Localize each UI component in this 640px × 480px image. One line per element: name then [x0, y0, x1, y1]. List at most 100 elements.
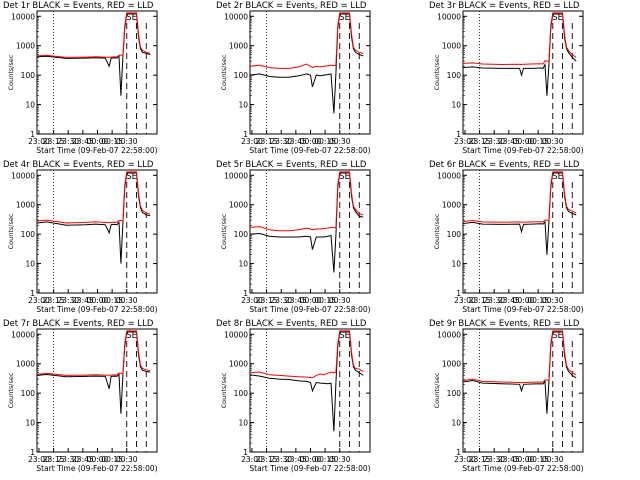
chart-annotation: SE [552, 172, 563, 182]
x-tick-label: 00:15 [314, 137, 336, 146]
y-tick-label: 10 [238, 260, 248, 269]
x-tick-label: 23:30 [57, 455, 79, 464]
chart-annotation: SE [126, 13, 137, 23]
x-tick-label: 00:15 [101, 455, 123, 464]
y-tick-label: 10000 [11, 12, 35, 21]
x-tick-label: 00:30 [116, 296, 138, 305]
y-tick-label: 1 [456, 448, 461, 457]
y-tick-label: 10000 [437, 12, 461, 21]
x-tick-label: 23:15 [469, 296, 491, 305]
x-tick-label: 00:00 [300, 296, 322, 305]
chart-title: Det 3r BLACK = Events, RED = LLD [429, 1, 580, 11]
x-axis-label: Start Time (09-Feb-07 22:58:00) [249, 146, 370, 155]
x-tick-label: 23:30 [57, 296, 79, 305]
y-tick-label: 1000 [229, 201, 248, 210]
x-tick-label: 00:15 [101, 296, 123, 305]
y-tick-label: 1000 [442, 42, 461, 51]
x-tick-label: 23:00 [241, 455, 263, 464]
x-tick-label: 23:30 [270, 137, 292, 146]
x-tick-label: 00:00 [513, 296, 535, 305]
x-tick-label: 23:15 [43, 137, 65, 146]
y-tick-label: 10000 [11, 171, 35, 180]
x-axis-label: Start Time (09-Feb-07 22:58:00) [462, 305, 583, 314]
x-tick-label: 23:45 [498, 137, 520, 146]
x-tick-label: 00:00 [87, 296, 109, 305]
series-lld-line [463, 12, 577, 66]
x-tick-label: 00:00 [87, 137, 109, 146]
series-lld-line [37, 330, 151, 376]
x-tick-label: 00:30 [329, 455, 351, 464]
x-tick-label: 00:15 [101, 137, 123, 146]
y-tick-label: 1000 [16, 201, 35, 210]
y-tick-label: 10000 [224, 12, 248, 21]
y-tick-label: 1000 [229, 360, 248, 369]
x-tick-label: 00:00 [87, 455, 109, 464]
series-lld-line [37, 171, 151, 224]
y-tick-label: 100 [447, 230, 462, 239]
y-tick-label: 1000 [229, 42, 248, 51]
y-tick-label: 10 [25, 101, 35, 110]
x-tick-label: 23:00 [28, 137, 50, 146]
x-tick-label: 23:45 [72, 137, 94, 146]
x-tick-label: 23:00 [241, 296, 263, 305]
chart-annotation: SE [552, 13, 563, 23]
y-axis-label: Counts/sec [433, 213, 441, 249]
chart-title: Det 5r BLACK = Events, RED = LLD [216, 160, 367, 170]
chart-panel-7: Det 7r BLACK = Events, RED = LLD 1 10 100 10… [3, 319, 158, 473]
x-tick-label: 00:30 [542, 455, 564, 464]
x-axis-label: Start Time (09-Feb-07 22:58:00) [36, 305, 157, 314]
x-tick-label: 23:30 [57, 137, 79, 146]
y-tick-label: 1000 [442, 360, 461, 369]
y-tick-label: 1 [243, 448, 248, 457]
x-tick-label: 23:30 [270, 296, 292, 305]
y-tick-label: 100 [447, 71, 462, 80]
chart-panel-3: Det 3r BLACK = Events, RED = LLD 1 10 100 10… [429, 1, 584, 155]
chart-annotation: SE [339, 172, 350, 182]
x-tick-label: 00:00 [300, 137, 322, 146]
x-tick-label: 00:30 [329, 137, 351, 146]
x-tick-label: 23:15 [256, 296, 278, 305]
x-tick-label: 23:15 [469, 455, 491, 464]
x-tick-label: 23:30 [483, 137, 505, 146]
x-tick-label: 23:15 [256, 137, 278, 146]
y-tick-label: 100 [21, 230, 36, 239]
chart-title: Det 6r BLACK = Events, RED = LLD [429, 160, 580, 170]
y-tick-label: 1 [243, 289, 248, 298]
series-lld-line [463, 330, 577, 384]
x-axis-label: Start Time (09-Feb-07 22:58:00) [249, 464, 370, 473]
y-axis-label: Counts/sec [220, 372, 228, 408]
y-tick-label: 1000 [442, 201, 461, 210]
x-tick-label: 23:00 [454, 296, 476, 305]
chart-title: Det 2r BLACK = Events, RED = LLD [216, 1, 367, 11]
chart-panel-5: Det 5r BLACK = Events, RED = LLD 1 10 100 10… [216, 160, 371, 314]
y-tick-label: 10000 [224, 171, 248, 180]
y-tick-label: 100 [447, 389, 462, 398]
x-tick-label: 00:00 [513, 137, 535, 146]
x-tick-label: 23:00 [28, 455, 50, 464]
x-tick-label: 00:15 [314, 296, 336, 305]
series-lld-line [37, 12, 151, 58]
chart-title: Det 1r BLACK = Events, RED = LLD [3, 1, 154, 11]
y-axis-label: Counts/sec [433, 54, 441, 90]
chart-annotation: SE [126, 172, 137, 182]
y-tick-label: 10000 [437, 330, 461, 339]
x-tick-label: 23:30 [270, 455, 292, 464]
y-tick-label: 10000 [224, 330, 248, 339]
x-tick-label: 00:15 [314, 455, 336, 464]
x-tick-label: 23:45 [285, 296, 307, 305]
chart-title: Det 4r BLACK = Events, RED = LLD [3, 160, 154, 170]
x-tick-label: 00:30 [116, 455, 138, 464]
x-tick-label: 23:30 [483, 455, 505, 464]
chart-panel-6: Det 6r BLACK = Events, RED = LLD 1 10 100 10… [429, 160, 584, 314]
y-tick-label: 1 [456, 289, 461, 298]
x-tick-label: 00:15 [527, 296, 549, 305]
chart-annotation: SE [339, 13, 350, 23]
y-tick-label: 1 [30, 448, 35, 457]
series-lld-line [250, 330, 364, 379]
chart-title: Det 8r BLACK = Events, RED = LLD [216, 319, 367, 329]
x-tick-label: 23:00 [454, 455, 476, 464]
y-axis-label: Counts/sec [433, 372, 441, 408]
chart-title: Det 7r BLACK = Events, RED = LLD [3, 319, 154, 329]
y-tick-label: 1 [30, 130, 35, 139]
